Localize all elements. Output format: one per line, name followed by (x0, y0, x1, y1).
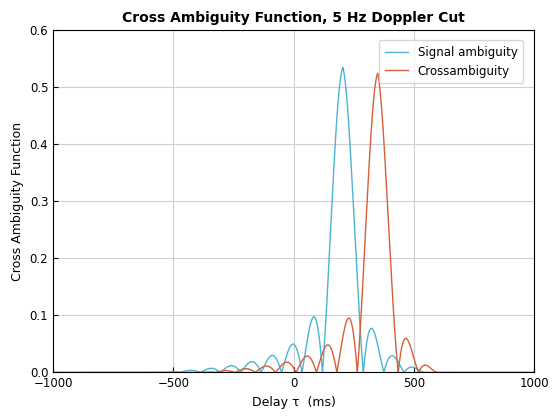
Crossambiguity (277, 364, 284, 369)
Crossambiguity (375, 71, 381, 76)
Signal ambiguity (277, 367, 284, 372)
Signal ambiguity (531, 370, 538, 375)
Signal ambiguity (50, 370, 57, 375)
Signal ambiguity (340, 71, 347, 76)
Crossambiguity (531, 370, 538, 375)
Signal ambiguity (170, 369, 176, 374)
Crossambiguity (500, 370, 506, 375)
X-axis label: Delay τ  (ms): Delay τ (ms) (251, 396, 335, 409)
Y-axis label: Cross Ambiguity Function: Cross Ambiguity Function (11, 122, 24, 281)
Signal ambiguity (358, 352, 365, 357)
Crossambiguity (394, 363, 401, 368)
Crossambiguity (358, 298, 365, 303)
Crossambiguity (170, 370, 176, 375)
Crossambiguity (50, 370, 57, 375)
Line: Signal ambiguity: Signal ambiguity (53, 68, 534, 373)
Signal ambiguity (339, 65, 346, 70)
Signal ambiguity (394, 359, 401, 364)
Title: Cross Ambiguity Function, 5 Hz Doppler Cut: Cross Ambiguity Function, 5 Hz Doppler C… (122, 11, 465, 25)
Line: Crossambiguity: Crossambiguity (53, 73, 534, 373)
Crossambiguity (340, 328, 347, 333)
Legend: Signal ambiguity, Crossambiguity: Signal ambiguity, Crossambiguity (379, 40, 524, 84)
Signal ambiguity (500, 370, 506, 375)
